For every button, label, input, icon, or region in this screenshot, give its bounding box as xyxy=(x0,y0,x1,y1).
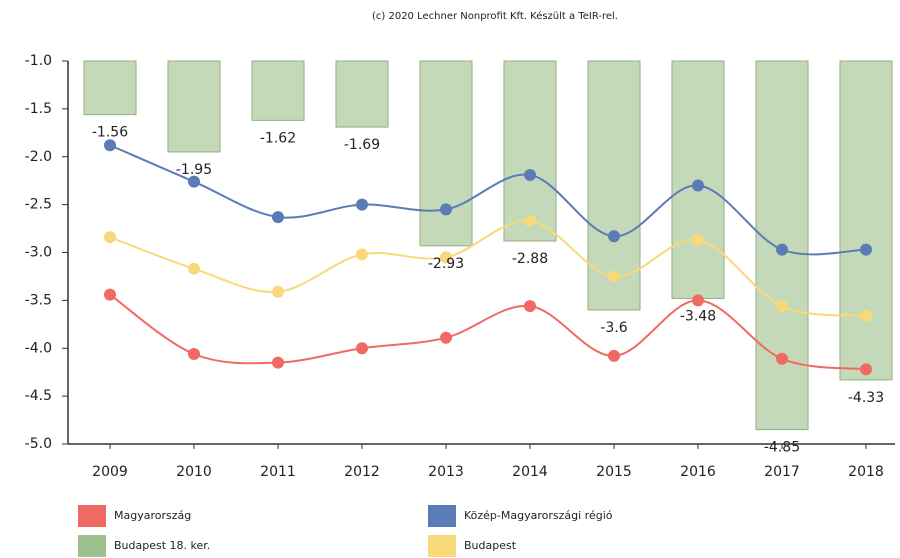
point xyxy=(692,179,704,192)
y-tick-label: -3.5 xyxy=(25,292,52,308)
bar-label: -1.62 xyxy=(260,130,296,146)
y-tick-label: -4.5 xyxy=(25,388,52,404)
bar xyxy=(503,60,557,242)
y-tick-label: -2.0 xyxy=(25,149,52,165)
line xyxy=(109,144,867,256)
chart-credit: (c) 2020 Lechner Nonprofit Kft. Készült … xyxy=(372,10,618,22)
line xyxy=(109,219,867,317)
x-tick-label: 2015 xyxy=(596,464,632,480)
point xyxy=(524,300,536,313)
point xyxy=(440,251,452,264)
point xyxy=(440,331,452,344)
legend-label: Közép-Magyarországi régió xyxy=(464,509,613,522)
point xyxy=(692,234,704,247)
legend-swatch xyxy=(78,505,106,527)
bar xyxy=(167,60,221,153)
point xyxy=(776,300,788,313)
point xyxy=(524,168,536,181)
legend-label: Budapest 18. ker. xyxy=(114,539,210,552)
bar-label: -4.85 xyxy=(764,440,800,456)
point xyxy=(356,198,368,211)
point xyxy=(272,285,284,298)
bar xyxy=(839,60,893,381)
legend-label: Magyarország xyxy=(114,509,191,522)
legend-swatch xyxy=(428,535,456,557)
bar-label: -1.95 xyxy=(176,162,212,178)
point xyxy=(692,294,704,307)
x-tick-label: 2009 xyxy=(92,464,128,480)
point xyxy=(608,349,620,362)
point xyxy=(524,214,536,227)
point xyxy=(608,270,620,283)
y-tick-label: -1.0 xyxy=(25,53,52,69)
y-tick-label: -5.0 xyxy=(25,436,52,452)
point xyxy=(104,231,116,244)
point xyxy=(188,347,200,360)
point xyxy=(188,175,200,188)
bar-label: -1.69 xyxy=(344,137,380,153)
bar xyxy=(335,60,389,128)
bar-label: -3.48 xyxy=(680,308,716,324)
point xyxy=(188,262,200,275)
x-tick-label: 2011 xyxy=(260,464,296,480)
x-tick-label: 2017 xyxy=(764,464,800,480)
point xyxy=(860,363,872,376)
legend-swatch xyxy=(428,505,456,527)
point xyxy=(776,243,788,256)
x-tick-label: 2010 xyxy=(176,464,212,480)
y-tick-label: -2.5 xyxy=(25,197,52,213)
bar-label: -2.93 xyxy=(428,256,464,272)
point xyxy=(608,230,620,243)
bar-label: -4.33 xyxy=(848,390,884,406)
point xyxy=(104,288,116,301)
point xyxy=(272,356,284,369)
legend-swatch xyxy=(78,535,106,557)
point xyxy=(440,203,452,216)
point xyxy=(356,248,368,261)
bar-label: -1.56 xyxy=(92,125,128,141)
bar xyxy=(83,60,137,116)
x-tick-label: 2016 xyxy=(680,464,716,480)
y-tick-label: -4.0 xyxy=(25,340,52,356)
point xyxy=(860,243,872,256)
bar-label: -3.6 xyxy=(600,320,627,336)
x-tick-label: 2014 xyxy=(512,464,548,480)
point xyxy=(776,352,788,365)
x-tick-label: 2018 xyxy=(848,464,884,480)
bar xyxy=(419,60,473,247)
point xyxy=(272,211,284,224)
y-tick-label: -1.5 xyxy=(25,101,52,117)
x-tick-label: 2013 xyxy=(428,464,464,480)
y-tick-label: -3.0 xyxy=(25,245,52,261)
line xyxy=(109,293,867,371)
bar xyxy=(251,60,305,121)
bar-label: -2.88 xyxy=(512,251,548,267)
point xyxy=(860,309,872,322)
legend-label: Budapest xyxy=(464,539,517,552)
x-tick-label: 2012 xyxy=(344,464,380,480)
point xyxy=(356,342,368,355)
point xyxy=(104,139,116,152)
